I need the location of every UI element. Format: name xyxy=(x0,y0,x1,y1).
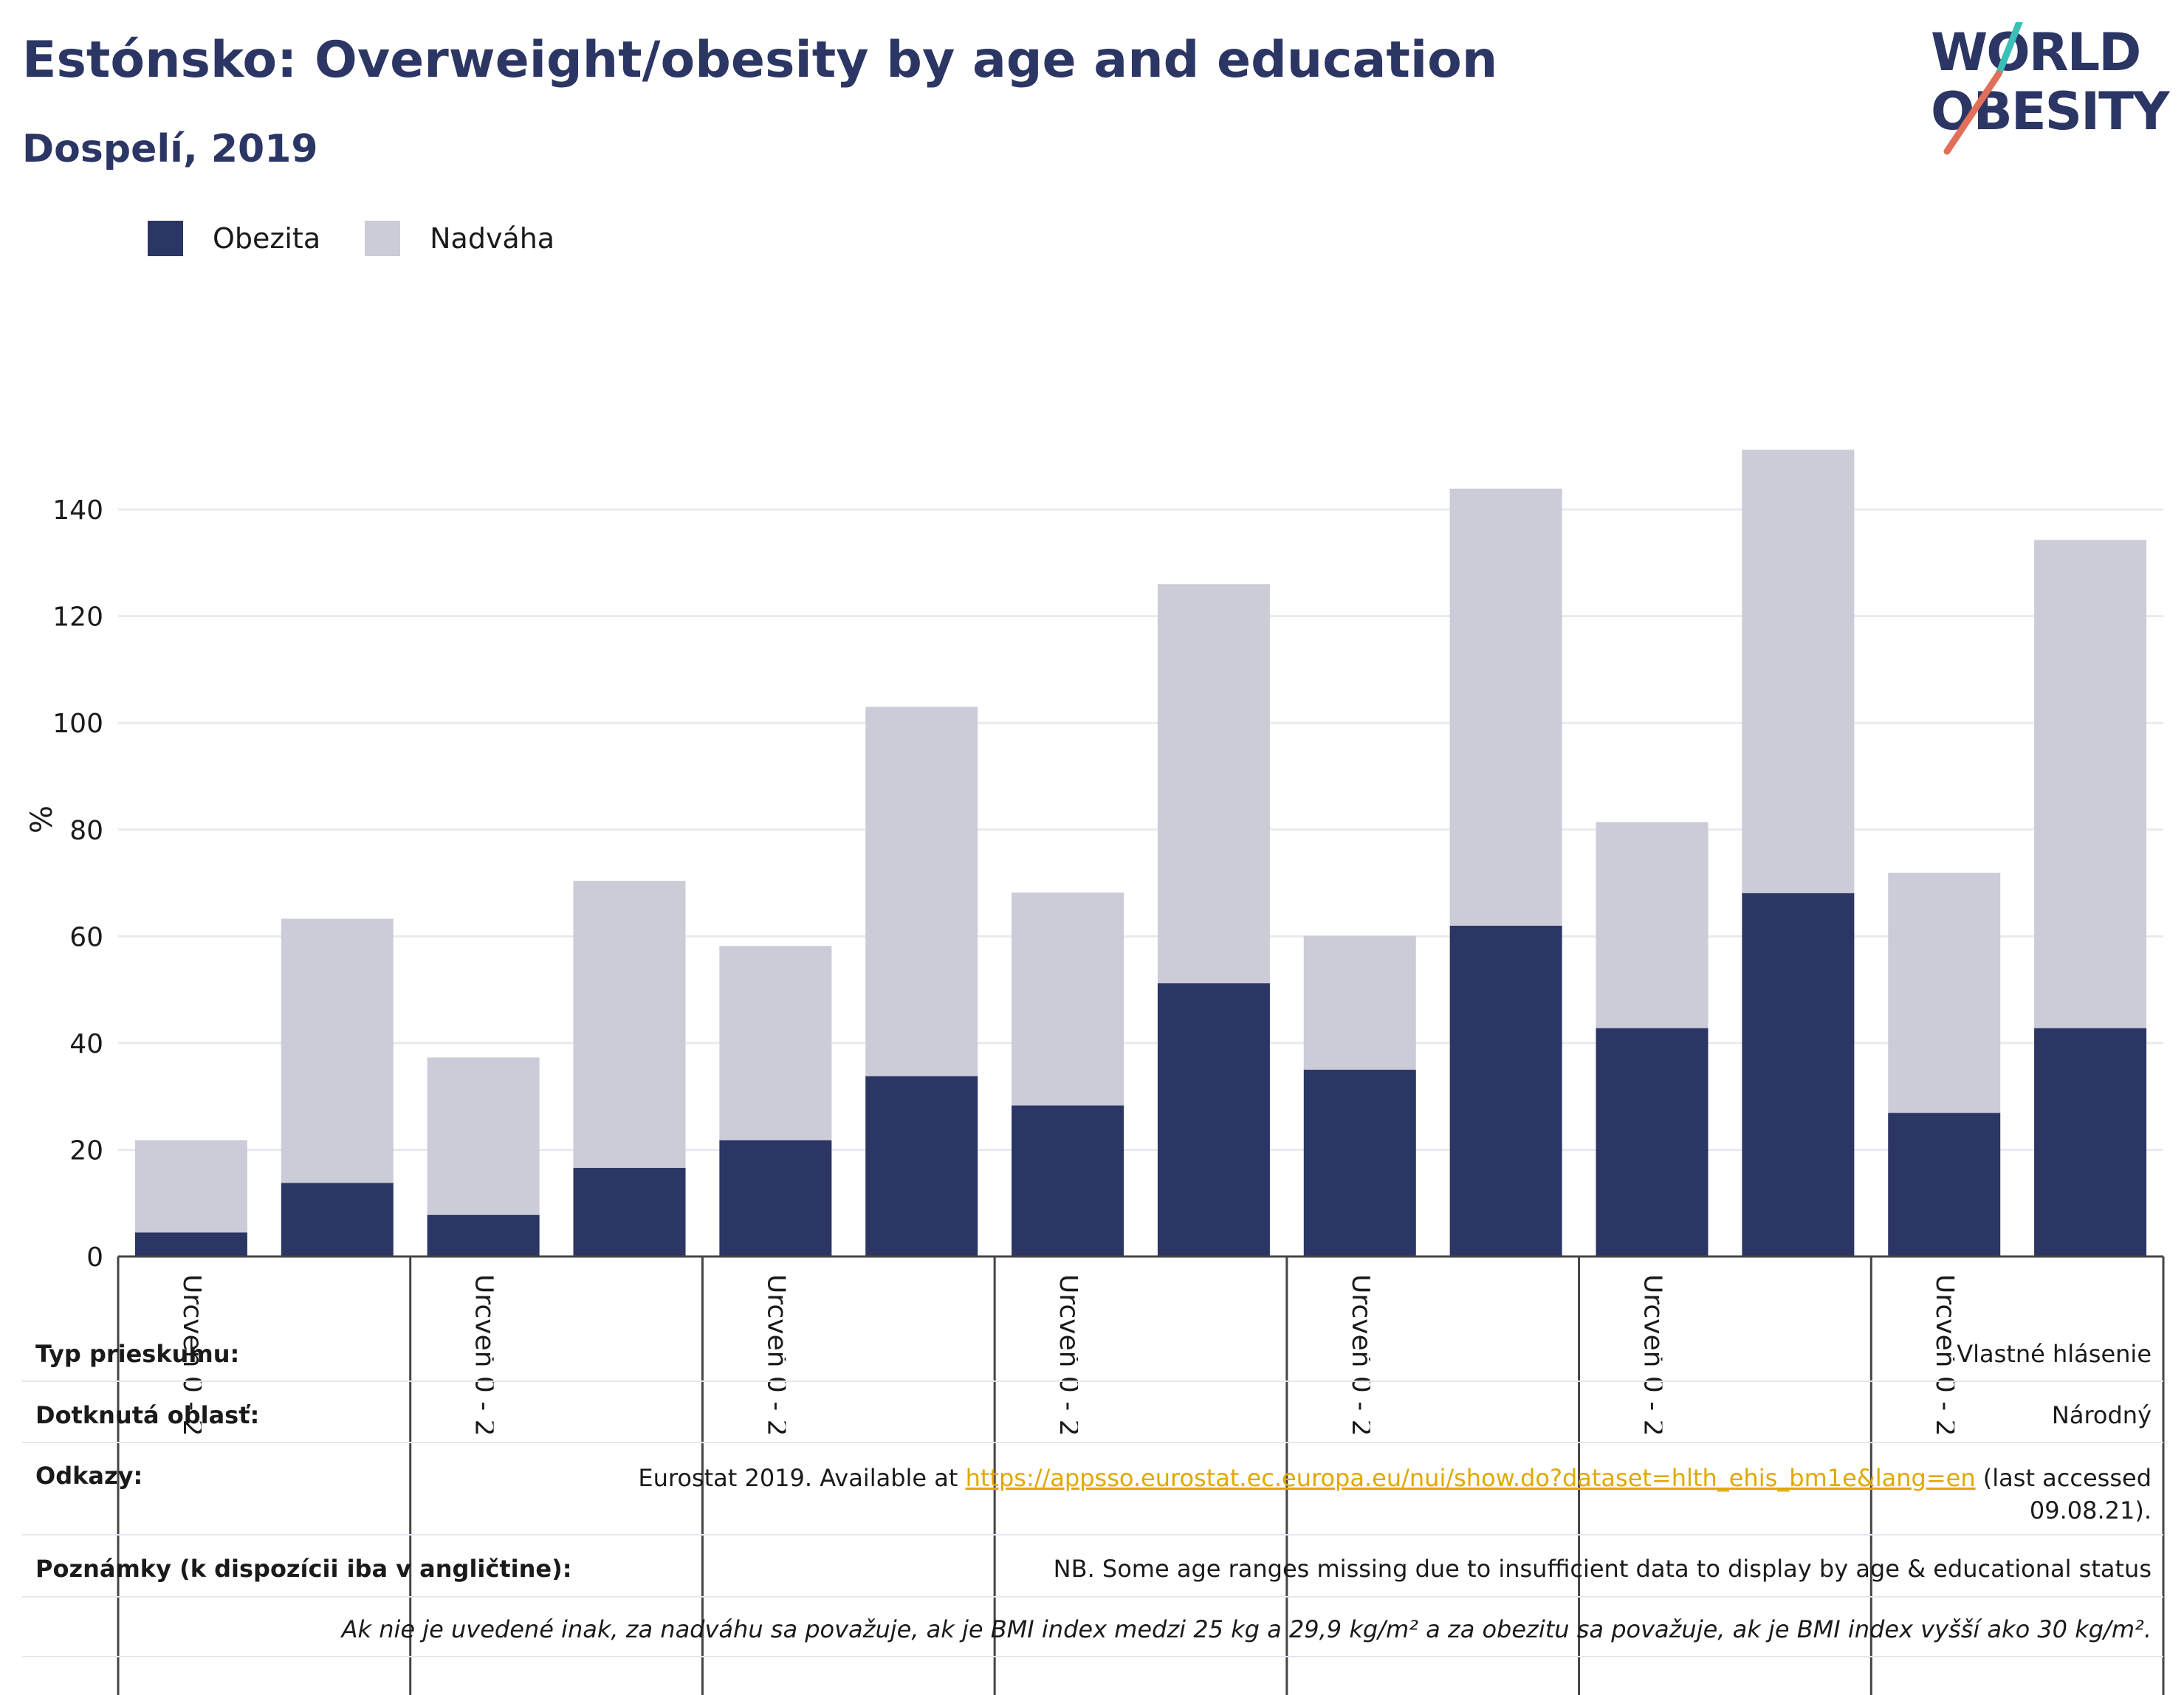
legend-item-obezita[interactable]: Obezita xyxy=(148,221,320,256)
bar-obezita xyxy=(1888,1113,2001,1256)
x-tick-label: Úrcveň 0 - 2 xyxy=(1054,1274,1085,1437)
logo-word-world: WORLD xyxy=(1931,22,2141,83)
bar-nadvaha xyxy=(2034,540,2147,1028)
footer-divider xyxy=(22,1656,2163,1657)
bar-nadvaha xyxy=(1888,873,2001,1113)
bar-obezita xyxy=(281,1183,394,1256)
bar-nadvaha xyxy=(719,946,832,1141)
legend-label-nadvaha: Nadváha xyxy=(430,222,555,255)
bar-nadvaha xyxy=(1303,935,1416,1070)
legend-label-obezita: Obezita xyxy=(213,222,321,255)
bar-obezita xyxy=(865,1076,978,1256)
survey-type-label: Typ prieskumu: xyxy=(35,1340,240,1368)
references-link[interactable]: https://appsso.eurostat.ec.europa.eu/nui… xyxy=(965,1464,1976,1492)
x-tick-label: Úrcveň 0 - 2 xyxy=(1346,1274,1377,1437)
bar-nadvaha xyxy=(573,881,686,1169)
bar-nadvaha xyxy=(134,1140,247,1233)
bar-nadvaha xyxy=(281,918,394,1183)
bar-obezita xyxy=(1596,1028,1709,1256)
references-label: Odkazy: xyxy=(35,1462,143,1490)
chart-subtitle: Dospelí, 2019 xyxy=(22,127,318,171)
footer-divider xyxy=(22,1596,2163,1598)
y-tick-label: 140 xyxy=(52,495,103,526)
world-obesity-logo: WORLD OBESITY xyxy=(1931,22,2170,159)
chart-legend: Obezita Nadváha xyxy=(148,220,599,257)
definition-note: Ak nie je uvedené inak, za nadváhu sa po… xyxy=(341,1615,2152,1643)
footer-divider xyxy=(22,1381,2163,1382)
bar-nadvaha xyxy=(427,1057,540,1215)
y-tick-label: 120 xyxy=(52,602,103,633)
y-tick-label: 60 xyxy=(69,922,103,952)
bar-obezita xyxy=(573,1168,686,1256)
bar-nadvaha xyxy=(865,706,978,1076)
notes-value: NB. Some age ranges missing due to insuf… xyxy=(1053,1555,2152,1583)
legend-item-nadvaha[interactable]: Nadváha xyxy=(365,221,554,256)
footer-divider xyxy=(22,1442,2163,1443)
bar-nadvaha xyxy=(1596,822,1709,1028)
legend-swatch-obezita xyxy=(148,221,183,256)
notes-label: Poznámky (k dispozícii iba v angličtine)… xyxy=(35,1555,572,1583)
references-suffix: (last accessed xyxy=(1975,1464,2152,1492)
x-tick-label: Úrcveň 0 - 2 xyxy=(470,1274,501,1437)
bar-obezita xyxy=(1012,1105,1124,1256)
x-tick-label: Úrcveň 0 - 2 xyxy=(1638,1274,1669,1437)
survey-type-value: Vlastné hlásenie xyxy=(1957,1340,2152,1368)
y-tick-label: 40 xyxy=(69,1029,103,1059)
bar-nadvaha xyxy=(1742,450,1855,893)
y-tick-label: 100 xyxy=(52,709,103,739)
area-label: Dotknutá oblasť: xyxy=(35,1401,260,1429)
y-tick-label: 80 xyxy=(69,816,103,846)
references-prefix: Eurostat 2019. Available at xyxy=(638,1464,966,1492)
bar-obezita xyxy=(2034,1028,2147,1256)
bar-obezita xyxy=(134,1232,247,1256)
y-axis-label: % xyxy=(25,805,59,833)
x-tick-label: Úrcveň 0 - 2 xyxy=(761,1274,792,1437)
logo-slash-icon xyxy=(1943,22,2023,155)
bar-nadvaha xyxy=(1012,893,1124,1106)
bar-nadvaha xyxy=(1449,488,1562,926)
y-tick-label: 20 xyxy=(69,1135,103,1166)
footer-divider xyxy=(22,1534,2163,1536)
bar-nadvaha xyxy=(1157,584,1270,983)
bar-obezita xyxy=(427,1214,540,1256)
legend-swatch-nadvaha xyxy=(365,221,401,256)
bar-obezita xyxy=(1449,925,1562,1256)
bar-obezita xyxy=(1303,1070,1416,1256)
references-date: 09.08.21). xyxy=(2029,1496,2152,1524)
bar-obezita xyxy=(1742,893,1855,1256)
area-value: Národný xyxy=(2051,1401,2152,1429)
bar-obezita xyxy=(1157,983,1270,1256)
bar-obezita xyxy=(719,1140,832,1256)
references-value: Eurostat 2019. Available at https://apps… xyxy=(638,1462,2152,1527)
x-tick-label: Úrcveň 0 - 2 xyxy=(1930,1274,1961,1437)
y-tick-label: 0 xyxy=(86,1242,103,1273)
x-tick-label: Úrcveň 0 - 2 xyxy=(177,1274,208,1437)
chart-title: Estónsko: Overweight/obesity by age and … xyxy=(22,31,1498,89)
